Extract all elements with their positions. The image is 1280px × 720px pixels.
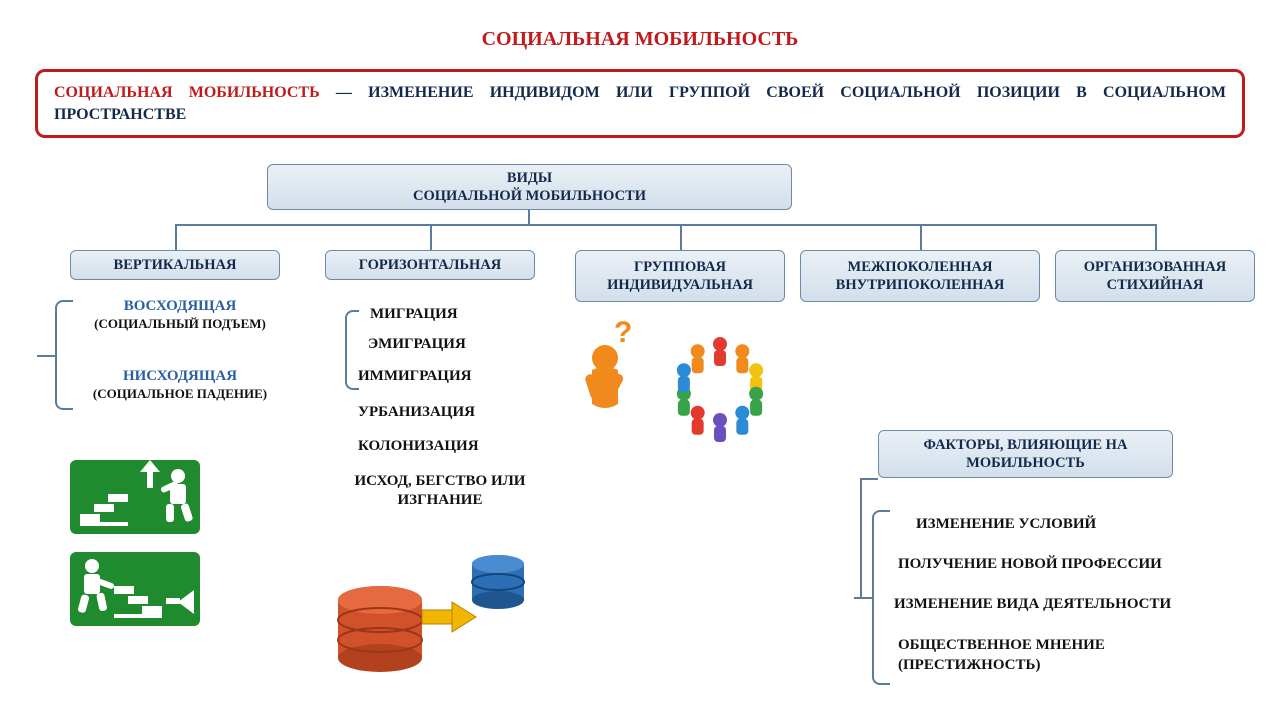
- definition-box: СОЦИАЛЬНАЯ МОБИЛЬНОСТЬ — ИЗМЕНЕНИЕ ИНДИВ…: [35, 69, 1245, 138]
- connector: [920, 224, 922, 250]
- vertical-up-note: (СОЦИАЛЬНЫЙ ПОДЪЕМ): [65, 316, 295, 332]
- sign-stairs-down-icon: [70, 552, 200, 626]
- root-node: ВИДЫ СОЦИАЛЬНОЙ МОБИЛЬНОСТИ: [267, 164, 792, 210]
- node-vertical: ВЕРТИКАЛЬНАЯ: [70, 250, 280, 280]
- node-generation: МЕЖПОКОЛЕННАЯ ВНУТРИПОКОЛЕННАЯ: [800, 250, 1040, 302]
- bracket-factors: [872, 510, 890, 685]
- factor-0: ИЗМЕНЕНИЕ УСЛОВИЙ: [916, 516, 1096, 533]
- sign-stairs-up-icon: [70, 460, 200, 534]
- group-line2: ИНДИВИДУАЛЬНАЯ: [582, 276, 778, 294]
- definition-term: СОЦИАЛЬНАЯ МОБИЛЬНОСТЬ: [54, 84, 320, 101]
- node-organized: ОРГАНИЗОВАННАЯ СТИХИЙНАЯ: [1055, 250, 1255, 302]
- vertical-down-title: НИСХОДЯЩАЯ: [123, 368, 237, 384]
- database-migration-icon: [310, 540, 550, 690]
- connector: [430, 224, 432, 250]
- vertical-down: НИСХОДЯЩАЯ (СОЦИАЛЬНОЕ ПАДЕНИЕ): [65, 368, 295, 402]
- connector: [860, 478, 878, 480]
- connector: [528, 210, 530, 224]
- h-item-0: МИГРАЦИЯ: [370, 306, 458, 323]
- root-line1: ВИДЫ: [274, 169, 785, 187]
- h-item-3: УРБАНИЗАЦИЯ: [358, 404, 475, 421]
- connector: [860, 478, 862, 598]
- h-item-5: ИСХОД, БЕГСТВО ИЛИ ИЗГНАНИЕ: [340, 472, 540, 510]
- vertical-up: ВОСХОДЯЩАЯ (СОЦИАЛЬНЫЙ ПОДЪЕМ): [65, 298, 295, 332]
- label-vertical: ВЕРТИКАЛЬНАЯ: [77, 256, 273, 274]
- h-item-2: ИММИГРАЦИЯ: [358, 368, 471, 385]
- svg-text:?: ?: [614, 320, 632, 349]
- vertical-down-note: (СОЦИАЛЬНОЕ ПАДЕНИЕ): [65, 386, 295, 402]
- org-line1: ОРГАНИЗОВАННАЯ: [1062, 258, 1248, 276]
- factors-line2: МОБИЛЬНОСТЬ: [885, 454, 1166, 472]
- h-item-1: ЭМИГРАЦИЯ: [368, 336, 466, 353]
- org-line2: СТИХИЙНАЯ: [1062, 276, 1248, 294]
- bracket-horizontal: [345, 310, 359, 390]
- h-item-4: КОЛОНИЗАЦИЯ: [358, 438, 479, 455]
- factor-2: ИЗМЕНЕНИЕ ВИДА ДЕЯТЕЛЬНОСТИ: [894, 596, 1171, 613]
- node-horizontal: ГОРИЗОНТАЛЬНАЯ: [325, 250, 535, 280]
- node-group-ind: ГРУППОВАЯ ИНДИВИДУАЛЬНАЯ: [575, 250, 785, 302]
- vertical-up-title: ВОСХОДЯЩАЯ: [124, 298, 237, 314]
- connector: [175, 224, 1155, 226]
- factor-3: ОБЩЕСТВЕННОЕ МНЕНИЕ (ПРЕСТИЖНОСТЬ): [898, 636, 1238, 675]
- factors-line1: ФАКТОРЫ, ВЛИЯЮЩИЕ НА: [885, 436, 1166, 454]
- connector: [1155, 224, 1157, 250]
- group-line1: ГРУППОВАЯ: [582, 258, 778, 276]
- root-line2: СОЦИАЛЬНОЙ МОБИЛЬНОСТИ: [274, 187, 785, 205]
- definition-dash: —: [320, 84, 368, 101]
- people-group-icon: ? ["#e23b2e","#f08a1d","#f2c20c","#39a34…: [570, 320, 800, 460]
- label-horizontal: ГОРИЗОНТАЛЬНАЯ: [332, 256, 528, 274]
- gen-line1: МЕЖПОКОЛЕННАЯ: [807, 258, 1033, 276]
- connector: [680, 224, 682, 250]
- factors-node: ФАКТОРЫ, ВЛИЯЮЩИЕ НА МОБИЛЬНОСТЬ: [878, 430, 1173, 478]
- page-title: СОЦИАЛЬНАЯ МОБИЛЬНОСТЬ: [0, 0, 1280, 51]
- factor-1: ПОЛУЧЕНИЕ НОВОЙ ПРОФЕССИИ: [898, 556, 1162, 573]
- connector: [175, 224, 177, 250]
- gen-line2: ВНУТРИПОКОЛЕННАЯ: [807, 276, 1033, 294]
